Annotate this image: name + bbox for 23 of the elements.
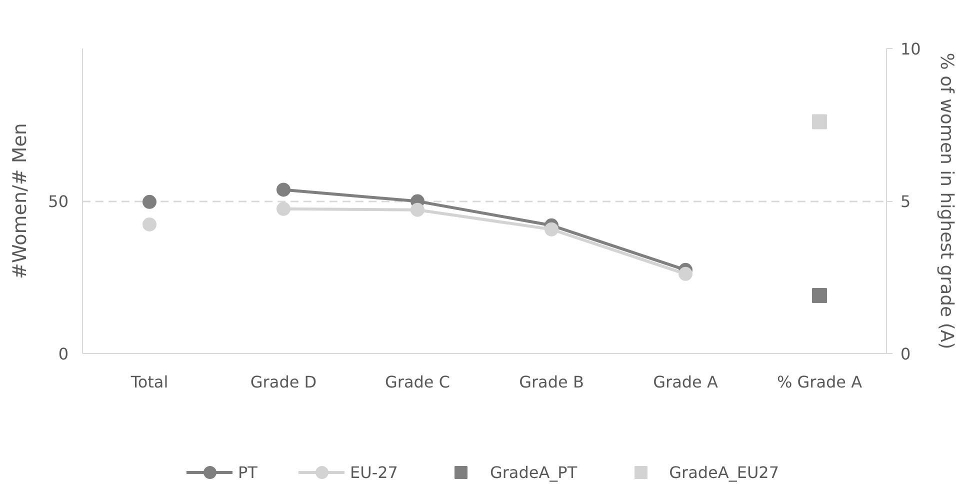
y2-axis-title: % of women in highest grade (A) <box>936 52 957 350</box>
x-tick-label: Grade A <box>653 372 718 392</box>
point <box>678 266 692 281</box>
y2-tick-label: 0 <box>900 344 911 364</box>
x-tick-label: Grade C <box>384 372 450 392</box>
point <box>410 202 424 217</box>
legend-label: EU-27 <box>350 462 398 482</box>
point <box>276 202 290 216</box>
x-tick-label: % Grade A <box>776 372 862 392</box>
point <box>142 194 156 209</box>
y2-tick-label: 10 <box>900 40 921 58</box>
point <box>142 218 156 232</box>
legend-label: GradeA_PT <box>490 462 578 482</box>
x-tick-label: Total <box>130 372 168 392</box>
point <box>276 182 290 197</box>
y2-tick-label: 5 <box>900 192 911 211</box>
y-tick-label: 50 <box>48 192 68 211</box>
point <box>544 222 558 236</box>
y-axis-title: #Women/# Men <box>9 123 32 279</box>
x-tick-label: Grade B <box>519 372 584 392</box>
legend-label: PT <box>238 462 258 482</box>
legend-label: GradeA_EU27 <box>669 462 780 482</box>
x-tick-label: Grade D <box>250 372 317 392</box>
